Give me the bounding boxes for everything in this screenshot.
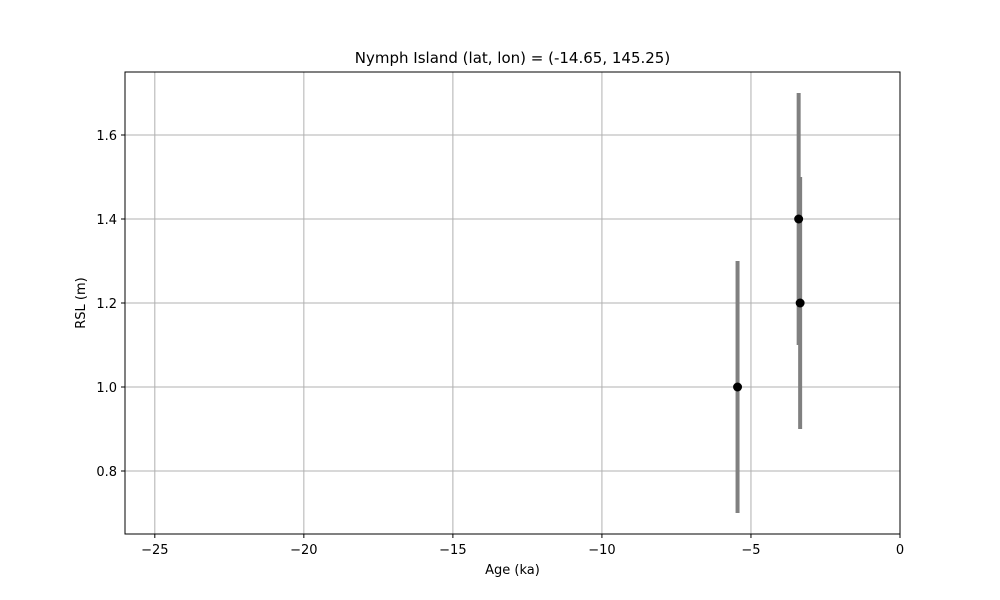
y-tick-label: 1.0: [96, 381, 117, 396]
y-tick-label: 1.2: [96, 297, 117, 312]
data-point: [794, 214, 804, 224]
x-tick-label: 0: [896, 543, 904, 558]
x-tick-label: −25: [141, 543, 168, 558]
x-tick-label: −15: [439, 543, 466, 558]
y-axis-label: RSL (m): [74, 277, 89, 328]
y-tick-label: 1.6: [96, 129, 117, 144]
data-points: [733, 214, 805, 392]
chart-title: Nymph Island (lat, lon) = (-14.65, 145.2…: [355, 49, 670, 67]
grid: [125, 72, 901, 534]
data-point: [795, 298, 805, 308]
x-tick-label: −20: [290, 543, 317, 558]
x-tick-label: −10: [588, 543, 615, 558]
x-axis-ticks: −25 −20 −15 −10 −5 0: [141, 534, 904, 558]
y-axis-ticks: 0.8 1.0 1.2 1.4 1.6: [96, 129, 125, 480]
y-tick-label: 1.4: [96, 213, 117, 228]
x-tick-label: −5: [741, 543, 760, 558]
x-axis-label: Age (ka): [485, 563, 540, 578]
y-tick-label: 0.8: [96, 465, 117, 480]
data-point: [733, 382, 743, 392]
